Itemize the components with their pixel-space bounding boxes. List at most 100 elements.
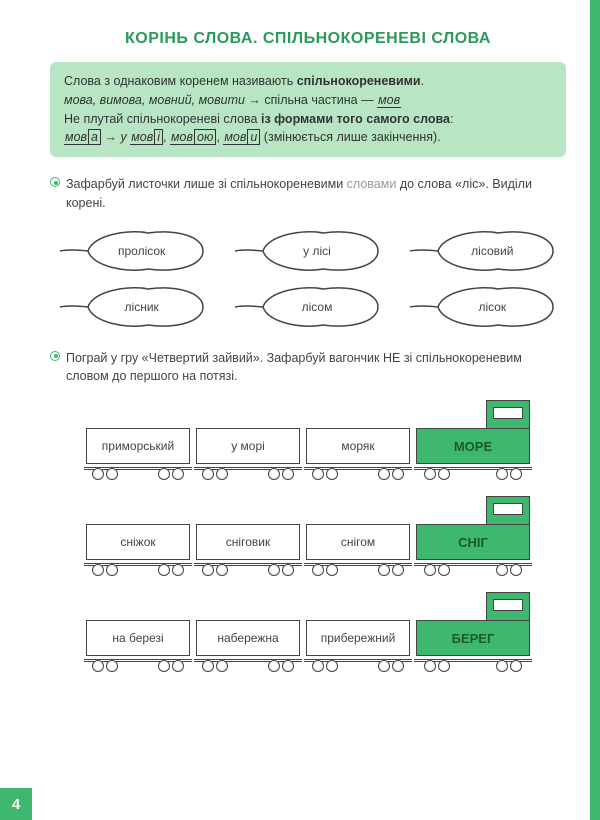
w1: мова: [64, 129, 101, 145]
wagon[interactable]: прибережний: [304, 614, 412, 672]
info-words: мова, вимова, мовний, мовити: [64, 93, 245, 107]
loco-label: СНІГ: [416, 524, 530, 560]
wagon-label: у морі: [196, 428, 300, 464]
task2-text: Пограй у гру «Четвертий зайвий». Зафарбу…: [66, 351, 522, 384]
page-content: КОРІНЬ СЛОВА. СПІЛЬНОКОРЕНЕВІ СЛОВА Слов…: [0, 0, 600, 708]
wheel-icon: [424, 564, 436, 576]
wagon[interactable]: набережна: [194, 614, 302, 672]
wheel-icon: [172, 660, 184, 672]
w4: мови: [223, 129, 260, 145]
wheel-icon: [312, 468, 324, 480]
wagon[interactable]: сніжок: [84, 518, 192, 576]
wagon-label: моряк: [306, 428, 410, 464]
wheel-icon: [158, 660, 170, 672]
leaf-label: у лісі: [303, 244, 331, 258]
wheel-icon: [392, 468, 404, 480]
bullet-icon: [50, 351, 60, 361]
leaf-label: пролісок: [118, 244, 165, 258]
leaf-row: лісник лісом лісок: [50, 283, 566, 331]
wheel-icon: [158, 564, 170, 576]
wagon[interactable]: моряк: [304, 422, 412, 480]
wheel-icon: [510, 468, 522, 480]
wagon-label: снігом: [306, 524, 410, 560]
bullet-icon: [50, 177, 60, 187]
wheel-icon: [312, 660, 324, 672]
wheel-icon: [202, 660, 214, 672]
wheel-icon: [202, 468, 214, 480]
wheel-icon: [378, 660, 390, 672]
leaf-item[interactable]: у лісі: [233, 227, 383, 275]
loco-window: [493, 407, 523, 419]
w3: мовою: [170, 129, 216, 145]
leaf-item[interactable]: лісовий: [408, 227, 558, 275]
wagon[interactable]: снігом: [304, 518, 412, 576]
arrow-icon: →: [101, 130, 120, 144]
wheel-icon: [326, 564, 338, 576]
info-line2-rest: спільна частина —: [264, 93, 377, 107]
wheel-icon: [92, 660, 104, 672]
wheel-icon: [282, 564, 294, 576]
wagon[interactable]: на березі: [84, 614, 192, 672]
wheel-icon: [496, 468, 508, 480]
trains-area: приморськийу моріморякМОРЕ сніжоксніговик…: [50, 400, 566, 672]
leaves-area: пролісок у лісі лісовий лісник лісом: [50, 227, 566, 331]
train-row: приморськийу моріморякМОРЕ: [50, 400, 566, 480]
arrow-icon: →: [245, 93, 264, 107]
leaf-item[interactable]: пролісок: [58, 227, 208, 275]
wheel-icon: [216, 660, 228, 672]
wheel-icon: [216, 564, 228, 576]
wagon-label: сніговик: [196, 524, 300, 560]
wagon-label: сніжок: [86, 524, 190, 560]
locomotive: СНІГ: [414, 496, 532, 576]
wheel-icon: [392, 564, 404, 576]
train-row: сніжоксніговикснігомСНІГ: [50, 496, 566, 576]
wheel-icon: [424, 468, 436, 480]
wheel-icon: [106, 468, 118, 480]
w2: у мові: [120, 129, 163, 145]
wheel-icon: [216, 468, 228, 480]
wagon[interactable]: у морі: [194, 422, 302, 480]
wheel-icon: [510, 660, 522, 672]
wagon-label: приморський: [86, 428, 190, 464]
info-tail: (змінюється лише закінчення).: [260, 130, 440, 144]
leaf-item[interactable]: лісник: [58, 283, 208, 331]
info-box: Слова з однаковим коренем називають спіл…: [50, 62, 566, 157]
wheel-icon: [378, 468, 390, 480]
wagon[interactable]: приморський: [84, 422, 192, 480]
wheel-icon: [268, 660, 280, 672]
leaf-item[interactable]: лісок: [408, 283, 558, 331]
wheel-icon: [510, 564, 522, 576]
leaf-row: пролісок у лісі лісовий: [50, 227, 566, 275]
wheel-icon: [282, 468, 294, 480]
loco-label: БЕРЕГ: [416, 620, 530, 656]
wagon-label: набережна: [196, 620, 300, 656]
wheel-icon: [92, 564, 104, 576]
wheel-icon: [202, 564, 214, 576]
wheel-icon: [158, 468, 170, 480]
wheel-icon: [392, 660, 404, 672]
wagon-label: на березі: [86, 620, 190, 656]
loco-label: МОРЕ: [416, 428, 530, 464]
right-strip: [590, 0, 600, 820]
wheel-icon: [92, 468, 104, 480]
task-2: Пограй у гру «Четвертий зайвий». Зафарбу…: [50, 349, 566, 387]
info-bold2: із формами того самого слова: [261, 112, 450, 126]
train-row: на березінабережнаприбережнийБЕРЕГ: [50, 592, 566, 672]
wheel-icon: [378, 564, 390, 576]
wheel-icon: [172, 468, 184, 480]
wagon[interactable]: сніговик: [194, 518, 302, 576]
wheel-icon: [282, 660, 294, 672]
task1-gray: словами: [347, 177, 397, 191]
leaf-label: лісовий: [471, 244, 513, 258]
wheel-icon: [438, 468, 450, 480]
info-line3a: Не плутай спільнокореневі слова: [64, 112, 261, 126]
info-line1a: Слова з однаковим коренем називають: [64, 74, 297, 88]
locomotive: МОРЕ: [414, 400, 532, 480]
wheel-icon: [326, 660, 338, 672]
task1-text-a: Зафарбуй листочки лише зі спільнокоренев…: [66, 177, 347, 191]
info-bold1: спільнокореневими: [297, 74, 421, 88]
leaf-item[interactable]: лісом: [233, 283, 383, 331]
wheel-icon: [424, 660, 436, 672]
wheel-icon: [496, 564, 508, 576]
leaf-label: лісом: [302, 300, 333, 314]
